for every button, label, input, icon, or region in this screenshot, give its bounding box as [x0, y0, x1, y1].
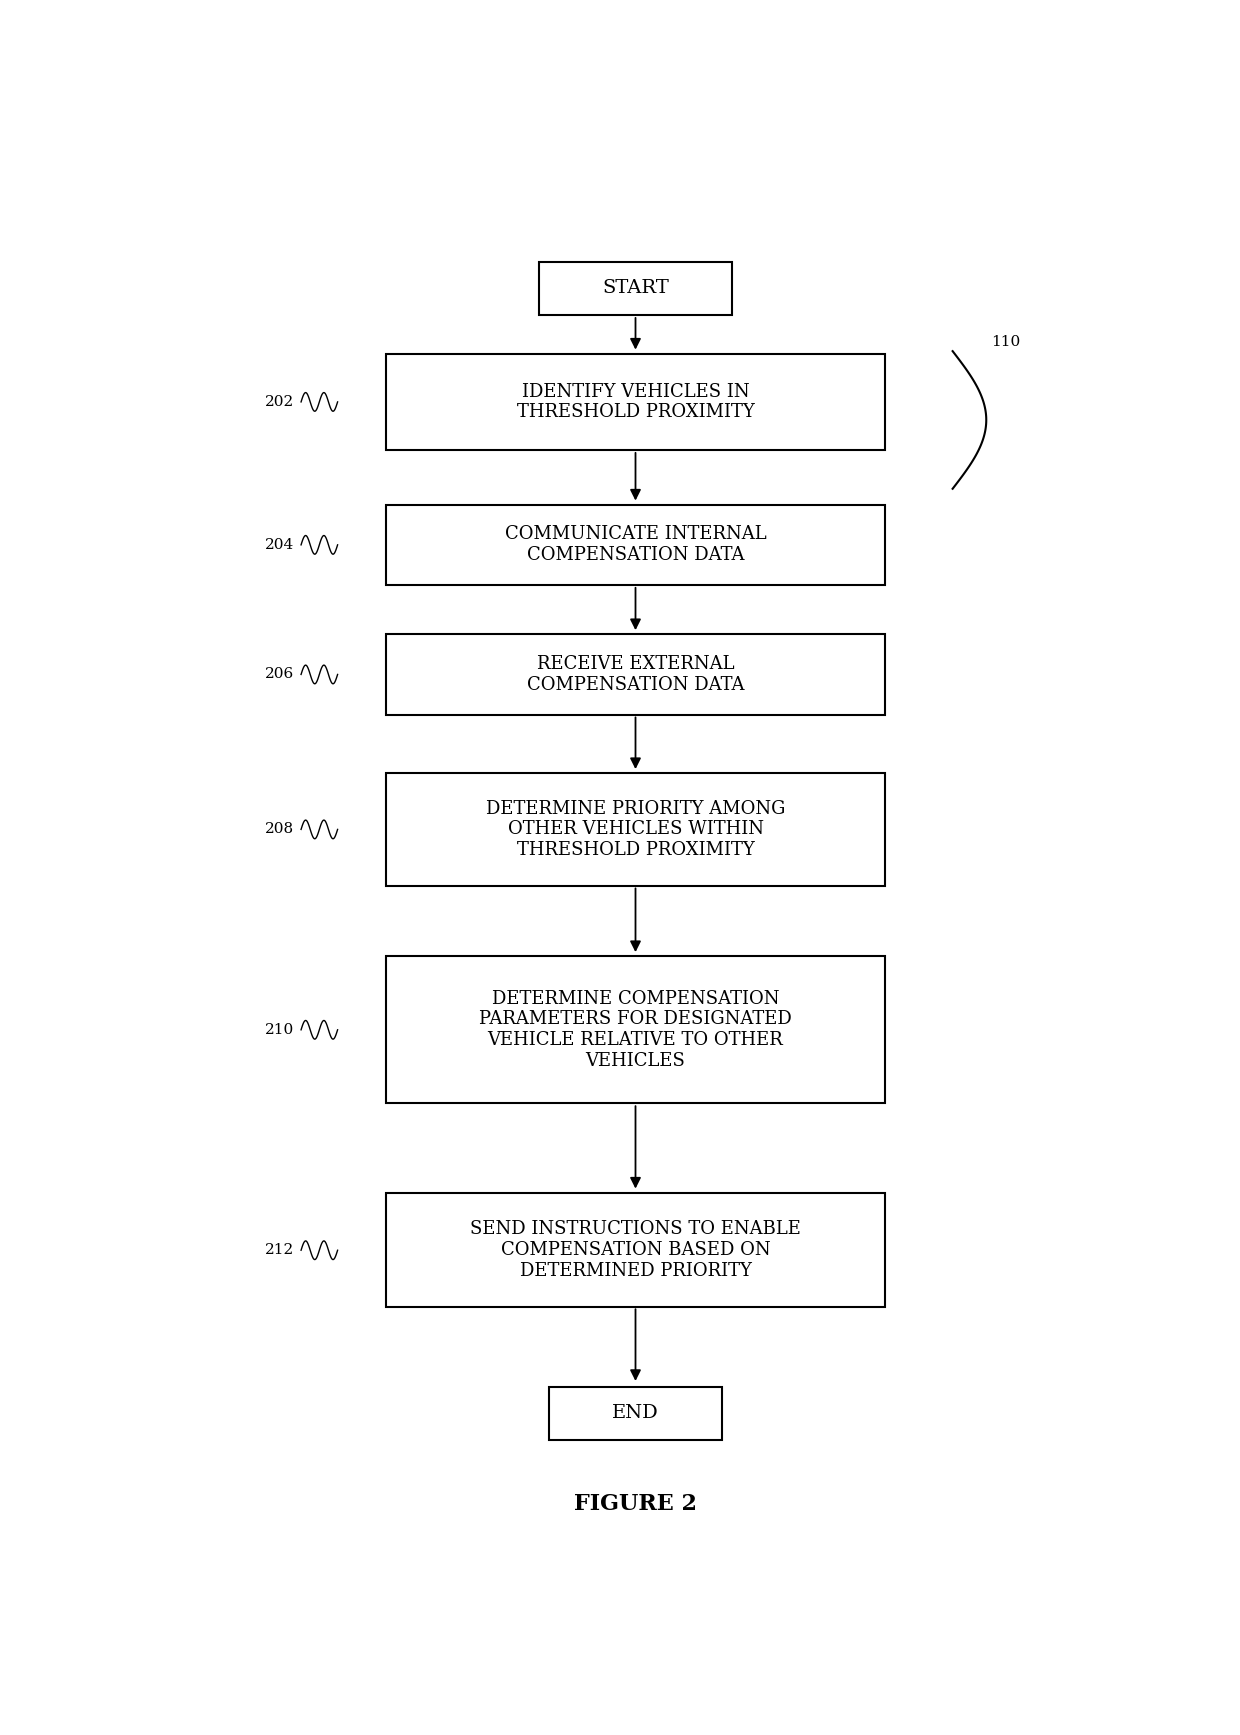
Text: 212: 212 [265, 1244, 294, 1258]
Text: 210: 210 [265, 1024, 294, 1038]
Text: DETERMINE COMPENSATION
PARAMETERS FOR DESIGNATED
VEHICLE RELATIVE TO OTHER
VEHIC: DETERMINE COMPENSATION PARAMETERS FOR DE… [479, 989, 792, 1070]
Text: 110: 110 [991, 335, 1021, 349]
Bar [386, 956, 885, 1103]
Bar [386, 772, 885, 887]
Text: COMMUNICATE INTERNAL
COMPENSATION DATA: COMMUNICATE INTERNAL COMPENSATION DATA [505, 526, 766, 564]
Bar [386, 505, 885, 585]
Text: 208: 208 [265, 822, 294, 836]
Text: 206: 206 [265, 668, 294, 682]
Text: START: START [603, 279, 668, 297]
Text: 204: 204 [265, 538, 294, 552]
Text: IDENTIFY VEHICLES IN
THRESHOLD PROXIMITY: IDENTIFY VEHICLES IN THRESHOLD PROXIMITY [517, 382, 754, 422]
Bar [539, 262, 732, 316]
Bar [386, 354, 885, 449]
Text: DETERMINE PRIORITY AMONG
OTHER VEHICLES WITHIN
THRESHOLD PROXIMITY: DETERMINE PRIORITY AMONG OTHER VEHICLES … [486, 800, 785, 859]
Text: SEND INSTRUCTIONS TO ENABLE
COMPENSATION BASED ON
DETERMINED PRIORITY: SEND INSTRUCTIONS TO ENABLE COMPENSATION… [470, 1220, 801, 1280]
Bar [386, 635, 885, 715]
Text: 202: 202 [265, 396, 294, 409]
Bar [549, 1386, 722, 1440]
Bar [386, 1194, 885, 1306]
Text: FIGURE 2: FIGURE 2 [574, 1494, 697, 1515]
Text: END: END [613, 1404, 658, 1423]
Text: RECEIVE EXTERNAL
COMPENSATION DATA: RECEIVE EXTERNAL COMPENSATION DATA [527, 656, 744, 694]
